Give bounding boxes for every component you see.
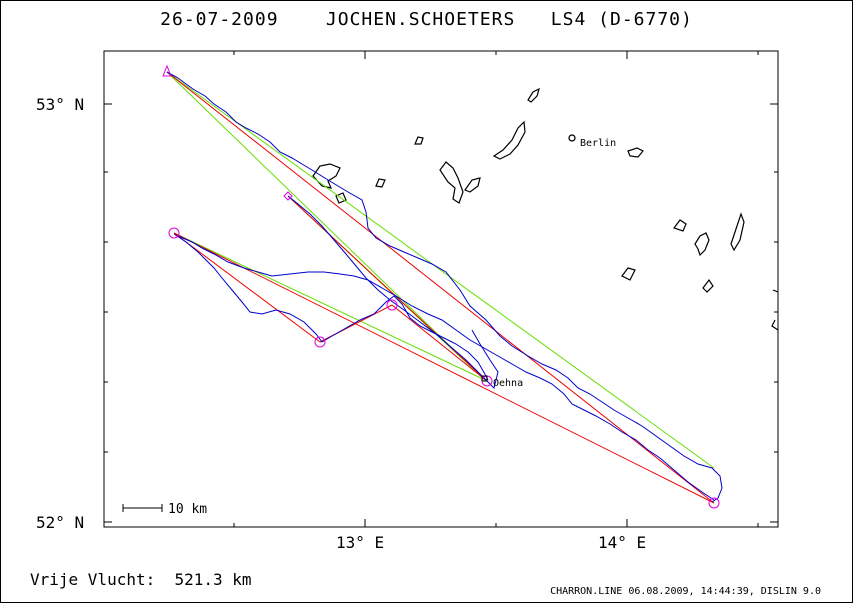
flight-date: 26-07-2009 bbox=[160, 9, 279, 30]
start-marker bbox=[162, 64, 172, 77]
berlin-label: Berlin bbox=[580, 138, 616, 149]
oehna-label: Oehna bbox=[493, 378, 523, 389]
lon-label-13: 13° E bbox=[336, 533, 384, 552]
task-route bbox=[166, 71, 715, 504]
turnpoints bbox=[162, 64, 720, 509]
turnpoint-2 bbox=[314, 336, 326, 348]
scale-bar-label: 10 km bbox=[168, 502, 207, 517]
distance-summary: Vrije Vlucht: 521.3 km bbox=[30, 570, 252, 589]
berlin-marker bbox=[568, 134, 576, 142]
lon-label-14: 14° E bbox=[598, 533, 646, 552]
oehna-marker bbox=[481, 375, 488, 382]
flight-title: 26-07-2009 JOCHEN.SCHOETERS LS4 (D-6770) bbox=[0, 9, 853, 30]
plot-area bbox=[103, 50, 779, 528]
pilot-name: JOCHEN.SCHOETERS bbox=[325, 9, 516, 30]
scale-bar bbox=[122, 504, 163, 512]
axis-ticks bbox=[104, 51, 778, 527]
lat-label-52: 52° N bbox=[36, 513, 84, 532]
finish-marker bbox=[283, 191, 293, 201]
software-credit: CHARRON.LINE 06.08.2009, 14:44:39, DISLI… bbox=[550, 586, 821, 597]
distance-label: Vrije Vlucht: bbox=[30, 570, 156, 589]
turnpoint-1 bbox=[168, 227, 180, 239]
turnpoint-3 bbox=[386, 299, 398, 311]
glider-name: LS4 (D-6770) bbox=[550, 9, 693, 30]
flight-track bbox=[166, 71, 723, 503]
lat-label-53: 53° N bbox=[36, 95, 84, 114]
distance-value: 521.3 km bbox=[174, 570, 252, 589]
turnpoint-5 bbox=[708, 497, 720, 509]
